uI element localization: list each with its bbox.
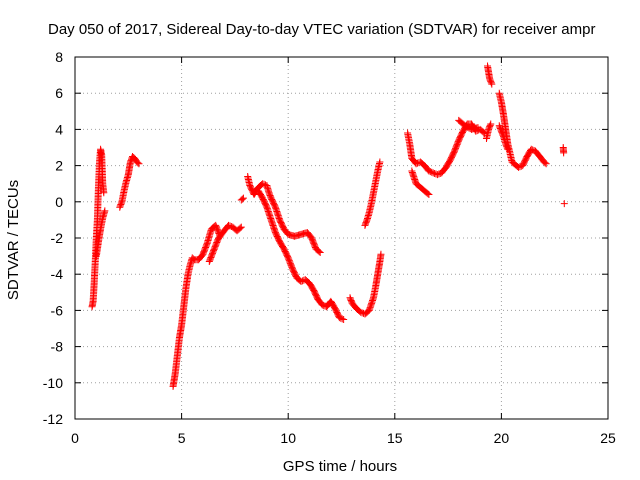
x-tick-label: 5 [178,430,186,446]
data-point [487,120,495,128]
data-point [488,80,496,88]
y-tick-label: -2 [51,230,64,246]
data-point [376,158,384,166]
data-point [560,149,568,157]
data-point [504,145,512,153]
data-point [412,160,420,168]
data-points [88,62,568,390]
x-tick-label: 20 [494,430,510,446]
data-point [487,79,495,87]
data-point [259,180,267,188]
data-point [297,277,305,285]
axis-ticks: 0 5 10 15 20 25 -12 -10 -8 -6 -4 -2 0 2 4 6 8 [43,49,616,446]
data-point [238,195,246,203]
chart-title: Day 050 of 2017, Sidereal Day-to-day VTE… [48,21,595,38]
y-axis-label: SDTVAR / TECUs [5,180,22,300]
data-point [424,190,432,198]
data-point [428,168,436,176]
data-point [315,248,323,256]
y-tick-label: -8 [51,339,64,355]
data-point [474,124,482,132]
data-point [239,194,247,202]
data-point [541,159,549,167]
data-point [318,301,326,309]
y-tick-label: 6 [55,85,63,101]
grid [75,57,608,419]
data-point [236,224,244,232]
data-point [316,248,324,256]
data-point [425,167,433,175]
data-point [527,145,535,153]
y-tick-label: 0 [55,194,63,210]
data-point [425,191,433,199]
data-point [335,314,343,322]
data-point [426,168,434,176]
data-point [101,207,109,215]
data-point [337,314,345,322]
data-point [486,121,494,129]
data-point [100,189,108,197]
x-tick-label: 25 [600,430,616,446]
data-point [542,160,550,168]
data-point [338,315,346,323]
y-tick-label: -10 [43,375,63,391]
data-point [237,223,245,231]
data-point [216,232,224,240]
x-axis-label: GPS time / hours [283,458,397,475]
data-point [514,163,522,171]
x-tick-label: 10 [280,430,296,446]
y-tick-label: 4 [55,121,63,137]
data-point [377,250,385,258]
y-tick-label: 8 [55,49,63,65]
data-point [529,146,537,154]
data-point [435,170,443,178]
x-tick-label: 0 [71,430,79,446]
plot-frame [74,56,609,420]
data-point [340,315,348,323]
data-point [357,308,365,316]
data-point [134,159,142,167]
data-point [226,222,234,230]
data-point [560,200,568,208]
data-point [135,160,143,168]
data-point [433,171,441,179]
data-point [429,169,437,177]
data-point [215,233,223,241]
data-point [225,221,233,229]
x-tick-label: 15 [387,430,403,446]
y-tick-label: -4 [51,266,64,282]
data-point [117,199,125,207]
y-tick-label: -12 [43,411,63,427]
y-tick-label: -6 [51,302,64,318]
y-tick-label: 2 [55,158,63,174]
data-point [503,144,511,152]
